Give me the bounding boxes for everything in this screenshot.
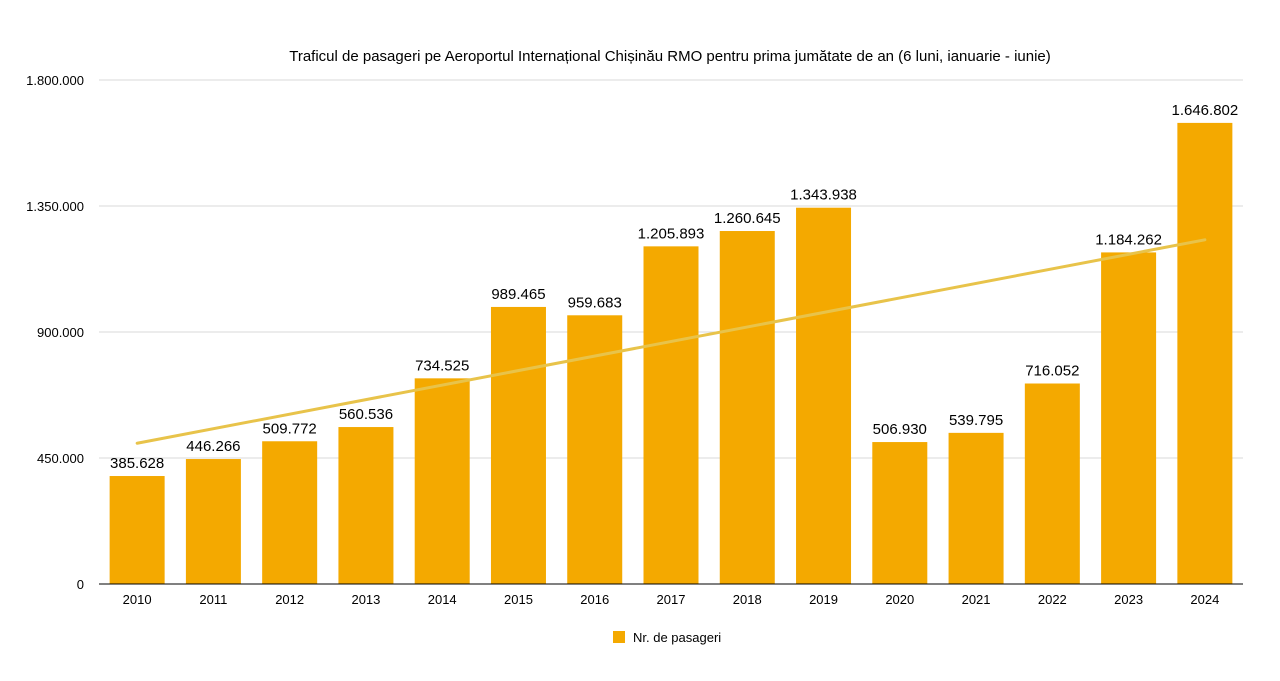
bar <box>796 207 852 584</box>
data-label: 560.536 <box>339 406 393 423</box>
bar <box>414 378 470 584</box>
x-tick-label: 2023 <box>1114 592 1143 607</box>
bar <box>338 427 394 584</box>
data-label: 385.628 <box>110 455 164 472</box>
bar <box>1024 383 1080 584</box>
data-label: 1.184.262 <box>1095 231 1162 248</box>
y-tick-label: 1.800.000 <box>26 73 84 88</box>
bar <box>109 476 165 584</box>
data-label: 716.052 <box>1025 363 1079 380</box>
bar <box>185 459 241 584</box>
legend: Nr. de pasageri <box>613 630 721 645</box>
y-tick-label: 450.000 <box>37 451 84 466</box>
y-tick-label: 900.000 <box>37 325 84 340</box>
x-tick-label: 2013 <box>351 592 380 607</box>
x-tick-label: 2011 <box>199 592 227 607</box>
data-label: 509.772 <box>263 420 317 437</box>
bars <box>109 122 1233 584</box>
x-tick-label: 2014 <box>428 592 457 607</box>
x-tick-label: 2022 <box>1038 592 1067 607</box>
y-tick-label: 0 <box>77 577 84 592</box>
y-axis-ticks: 0 450.000 900.000 1.350.000 1.800.000 <box>26 73 84 592</box>
trendline <box>135 238 1207 445</box>
bar <box>643 246 699 584</box>
x-tick-label: 2012 <box>275 592 304 607</box>
trendline-line <box>135 238 1207 445</box>
data-label: 446.266 <box>186 438 240 455</box>
x-tick-label: 2018 <box>733 592 762 607</box>
data-label: 506.930 <box>873 421 927 438</box>
data-label: 1.646.802 <box>1171 102 1238 119</box>
data-label: 989.465 <box>491 286 545 303</box>
bar <box>1177 122 1233 584</box>
data-label: 734.525 <box>415 357 469 374</box>
x-tick-label: 2021 <box>962 592 991 607</box>
data-label: 1.205.893 <box>638 225 705 242</box>
legend-label: Nr. de pasageri <box>633 630 721 645</box>
y-tick-label: 1.350.000 <box>26 199 84 214</box>
bar <box>1101 252 1157 584</box>
x-tick-label: 2024 <box>1190 592 1219 607</box>
data-label: 959.683 <box>568 294 622 311</box>
bar <box>719 231 775 584</box>
data-label: 539.795 <box>949 412 1003 429</box>
legend-swatch <box>613 631 625 643</box>
x-tick-label: 2017 <box>657 592 686 607</box>
chart-title: Traficul de pasageri pe Aeroportul Inter… <box>289 48 1051 65</box>
bar <box>872 442 928 584</box>
x-tick-label: 2010 <box>123 592 152 607</box>
x-tick-label: 2019 <box>809 592 838 607</box>
data-label: 1.260.645 <box>714 210 781 227</box>
bar <box>262 441 318 584</box>
x-axis-ticks: 2010 2011 2012 2013 2014 2015 2016 2017 2018 2019… <box>123 592 1220 607</box>
data-label: 1.343.938 <box>790 187 857 204</box>
x-tick-label: 2020 <box>885 592 914 607</box>
bar <box>948 432 1004 584</box>
x-tick-label: 2015 <box>504 592 533 607</box>
data-labels: 385.628 446.266 509.772 560.536 734.525 989.4… <box>110 102 1238 472</box>
x-tick-label: 2016 <box>580 592 609 607</box>
bar <box>490 306 546 584</box>
